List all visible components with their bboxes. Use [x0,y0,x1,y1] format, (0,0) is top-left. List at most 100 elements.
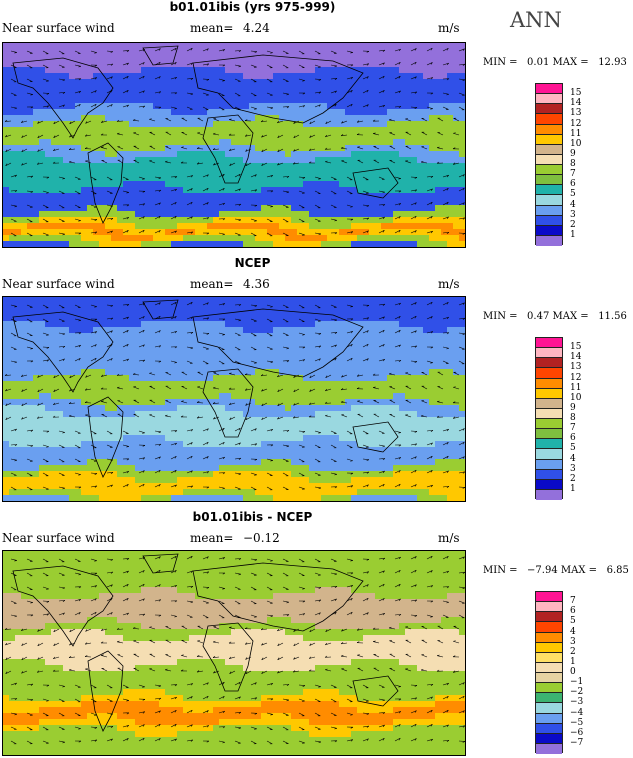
continent-outline [87,650,124,732]
panel-3-units: m/s [438,531,460,545]
colorbar-tick-label: 4 [570,626,576,637]
colorbar-tick-label: 5 [570,443,576,454]
colorbar-tick-label: −7 [570,737,584,748]
panel-3-mean: −0.12 [243,531,280,545]
colorbar-swatch [536,398,562,409]
colorbar-swatch [536,225,562,236]
colorbar-tick-label: −4 [570,707,584,718]
panel-1-mean-label: mean= [190,21,234,35]
panel-2-min: 0.47 [527,311,550,322]
continent-outline [192,54,364,124]
colorbar-swatch [536,449,562,460]
colorbar-swatch [536,429,562,440]
colorbar-tick-label: −5 [570,717,584,728]
panel-2-units: m/s [438,277,460,291]
continent-outline [352,167,399,199]
wind-field-map [3,551,465,755]
colorbar-tick-label: 2 [570,219,576,230]
colorbar-tick-label: 13 [570,362,582,373]
colorbar-tick-label: 4 [570,199,576,210]
continent-outline [202,368,254,438]
colorbar-swatch [536,185,562,196]
colorbar-swatch [536,154,562,165]
colorbar-swatch [536,235,562,246]
continent-outline [192,562,364,632]
panel-2-stats: MIN = 0.47 MAX = 11.56 [483,311,627,322]
colorbar-swatch [536,439,562,450]
colorbar-swatch [536,144,562,155]
colorbar-tick-label: −2 [570,687,584,698]
colorbar-tick-label: 3 [570,636,576,647]
wind-field-map [3,297,465,501]
panel-1-mean: 4.24 [243,21,270,35]
colorbar-swatch [536,358,562,369]
colorbar-tick-label: 7 [570,596,576,607]
continent-outline [202,114,254,184]
season-label: ANN [510,8,562,32]
colorbar-tick-label: 2 [570,473,576,484]
colorbar-tick-label: 6 [570,433,576,444]
panel-2-mean-label: mean= [190,277,234,291]
colorbar-tick-label: 10 [570,392,582,403]
colorbar-tick-label: 4 [570,453,576,464]
panel-1-max-label: MAX = [552,57,589,68]
continent-outline [352,675,399,707]
continent-outline [142,299,179,320]
panel-1-map [2,42,466,248]
colorbar-tick-label: 10 [570,138,582,149]
continent-outline [87,142,124,224]
panel-2-mean: 4.36 [243,277,270,291]
panel-1-variable: Near surface wind [2,21,115,35]
panel-3-max: 6.85 [606,565,629,576]
colorbar-swatch [536,673,562,684]
colorbar-swatch [536,215,562,226]
colorbar-swatch [536,592,562,603]
panel-3-stats: MIN = −7.94 MAX = 6.85 [483,565,629,576]
continent-outline [12,57,114,139]
colorbar-tick-label: −3 [570,697,584,708]
colorbar-tick-label: 11 [570,128,582,139]
colorbar-swatch [536,419,562,430]
colorbar-swatch [536,733,562,744]
panel-2-map [2,296,466,502]
colorbar-tick-label: 7 [570,169,576,180]
colorbar-swatch [536,489,562,500]
wind-field-map [3,43,465,247]
panel-1-stats: MIN = 0.01 MAX = 12.93 [483,57,627,68]
colorbar-tick-label: 8 [570,159,576,169]
colorbar-tick-label: 15 [570,88,582,99]
colorbar-swatch [536,693,562,704]
colorbar-tick-label: 15 [570,342,582,353]
colorbar-tick-label: 9 [570,402,576,413]
panel-3-title: b01.01ibis - NCEP [192,510,313,524]
colorbar-swatch [536,723,562,734]
continent-outline [192,308,364,378]
continent-outline [202,622,254,692]
continent-outline [142,553,179,574]
panel-2-min-label: MIN = [483,311,518,322]
colorbar-swatch [536,104,562,115]
continent-outline [12,311,114,393]
colorbar-swatch [536,114,562,125]
colorbar-tick-label: 14 [570,98,582,109]
panel-1-colorbar [535,83,563,246]
colorbar-swatch [536,713,562,724]
panel-1-min-label: MIN = [483,57,518,68]
colorbar-swatch [536,743,562,754]
colorbar-tick-label: 13 [570,108,582,119]
colorbar-swatch [536,632,562,643]
colorbar-tick-label: 8 [570,413,576,423]
colorbar-tick-label: 3 [570,209,576,220]
colorbar-tick-label: 6 [570,179,576,190]
panel-2-max: 11.56 [598,311,627,322]
colorbar-swatch [536,195,562,206]
colorbar-tick-label: 1 [570,656,576,667]
colorbar-swatch [536,348,562,359]
colorbar-swatch [536,338,562,349]
colorbar-tick-label: 12 [570,118,582,129]
continent-outline [142,45,179,66]
continent-outline [12,565,114,647]
colorbar-swatch [536,662,562,673]
colorbar-tick-label: 11 [570,382,582,393]
colorbar-swatch [536,205,562,216]
